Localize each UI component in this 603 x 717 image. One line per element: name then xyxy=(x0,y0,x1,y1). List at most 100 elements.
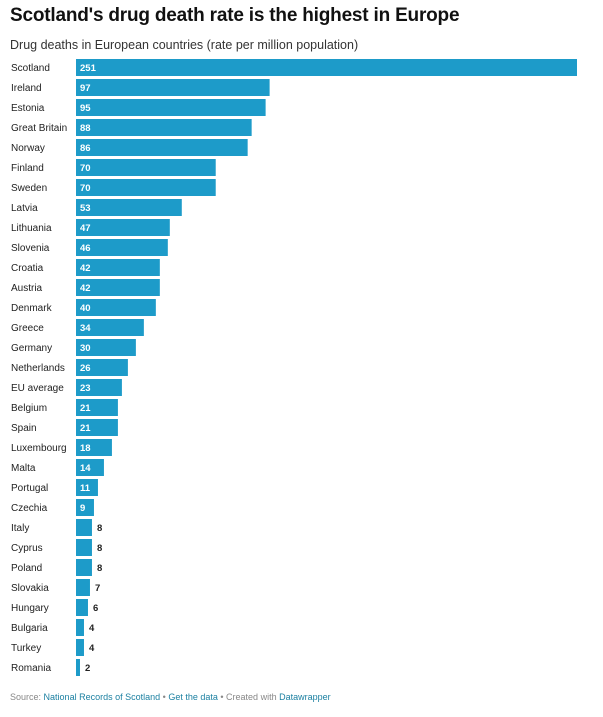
bar-value-label: 88 xyxy=(80,123,91,134)
source-label: Source: xyxy=(10,692,42,702)
bar[interactable] xyxy=(76,419,118,436)
category-label: Slovakia xyxy=(11,583,49,594)
category-label: Portugal xyxy=(11,483,48,494)
category-label: Spain xyxy=(11,423,37,434)
category-label: Lithuania xyxy=(11,223,52,234)
bar-value-label: 40 xyxy=(80,303,91,314)
bar-value-label: 70 xyxy=(80,163,91,174)
bar-value-label: 11 xyxy=(80,483,91,494)
bar[interactable] xyxy=(76,199,182,216)
bar-value-label: 53 xyxy=(80,203,91,214)
bar[interactable] xyxy=(76,259,160,276)
bar[interactable] xyxy=(76,219,170,236)
bar-value-label: 8 xyxy=(97,523,102,534)
category-label: Finland xyxy=(11,163,44,174)
footer-separator: • xyxy=(162,692,166,702)
bar-value-label: 9 xyxy=(80,503,85,514)
bar[interactable] xyxy=(76,359,128,376)
category-label: Cyprus xyxy=(11,543,43,554)
category-label: Netherlands xyxy=(11,363,65,374)
bar-value-label: 46 xyxy=(80,243,91,254)
bar[interactable] xyxy=(76,59,577,76)
bar-value-label: 251 xyxy=(80,63,97,74)
bar[interactable] xyxy=(76,339,136,356)
bar-value-label: 42 xyxy=(80,283,91,294)
category-label: Denmark xyxy=(11,303,53,314)
footer: Source: National Records of Scotland • G… xyxy=(10,692,331,702)
category-label: Croatia xyxy=(11,263,44,274)
bar[interactable] xyxy=(76,579,90,596)
bar-value-label: 86 xyxy=(80,143,91,154)
category-label: Norway xyxy=(11,143,45,154)
category-label: Turkey xyxy=(11,643,41,654)
category-label: EU average xyxy=(11,383,64,394)
bar[interactable] xyxy=(76,599,88,616)
bar-value-label: 4 xyxy=(89,643,95,654)
get-data-link[interactable]: Get the data xyxy=(168,692,218,702)
bar[interactable] xyxy=(76,639,84,656)
bar-value-label: 47 xyxy=(80,223,91,234)
category-label: Poland xyxy=(11,563,42,574)
bar[interactable] xyxy=(76,139,248,156)
bar-value-label: 8 xyxy=(97,563,102,574)
bar[interactable] xyxy=(76,659,80,676)
category-label: Ireland xyxy=(11,83,42,94)
bar-value-label: 8 xyxy=(97,543,102,554)
bar-value-label: 34 xyxy=(80,323,91,334)
bar[interactable] xyxy=(76,479,98,496)
category-label: Germany xyxy=(11,343,52,354)
created-with-label: Created with xyxy=(226,692,277,702)
category-label: Sweden xyxy=(11,183,47,194)
bar-value-label: 6 xyxy=(93,603,98,614)
bar-value-label: 95 xyxy=(80,103,91,114)
bar[interactable] xyxy=(76,379,122,396)
category-label: Bulgaria xyxy=(11,623,48,634)
bar-value-label: 23 xyxy=(80,383,91,394)
category-label: Estonia xyxy=(11,103,45,114)
bar-value-label: 42 xyxy=(80,263,91,274)
bar[interactable] xyxy=(76,159,216,176)
category-label: Czechia xyxy=(11,503,48,514)
bar[interactable] xyxy=(76,179,216,196)
bar[interactable] xyxy=(76,519,92,536)
bar[interactable] xyxy=(76,99,266,116)
bar-value-label: 2 xyxy=(85,663,90,674)
chart-subtitle: Drug deaths in European countries (rate … xyxy=(10,38,359,52)
bar[interactable] xyxy=(76,539,92,556)
bar-value-label: 18 xyxy=(80,443,91,454)
bar-value-label: 21 xyxy=(80,403,91,414)
bar-value-label: 26 xyxy=(80,363,91,374)
category-label: Italy xyxy=(11,523,29,534)
bar[interactable] xyxy=(76,459,104,476)
category-label: Scotland xyxy=(11,63,50,74)
category-label: Luxembourg xyxy=(11,443,67,454)
category-label: Hungary xyxy=(11,603,49,614)
category-label: Belgium xyxy=(11,403,47,414)
category-label: Romania xyxy=(11,663,51,674)
category-label: Malta xyxy=(11,463,36,474)
bar-value-label: 21 xyxy=(80,423,91,434)
source-link[interactable]: National Records of Scotland xyxy=(43,692,161,702)
chart-title: Scotland's drug death rate is the highes… xyxy=(10,5,460,26)
bar[interactable] xyxy=(76,439,112,456)
bar[interactable] xyxy=(76,499,94,516)
category-label: Latvia xyxy=(11,203,38,214)
bar-value-label: 97 xyxy=(80,83,91,94)
bar[interactable] xyxy=(76,279,160,296)
bar-value-label: 7 xyxy=(95,583,100,594)
bar[interactable] xyxy=(76,79,270,96)
bar[interactable] xyxy=(76,299,156,316)
category-label: Austria xyxy=(11,283,43,294)
footer-separator: • xyxy=(220,692,224,702)
bar[interactable] xyxy=(76,239,168,256)
bar-value-label: 30 xyxy=(80,343,91,354)
datawrapper-link[interactable]: Datawrapper xyxy=(279,692,331,702)
bar[interactable] xyxy=(76,319,144,336)
bar[interactable] xyxy=(76,119,252,136)
bar[interactable] xyxy=(76,619,84,636)
bar[interactable] xyxy=(76,559,92,576)
category-label: Greece xyxy=(11,323,44,334)
bar[interactable] xyxy=(76,399,118,416)
bar-value-label: 70 xyxy=(80,183,91,194)
